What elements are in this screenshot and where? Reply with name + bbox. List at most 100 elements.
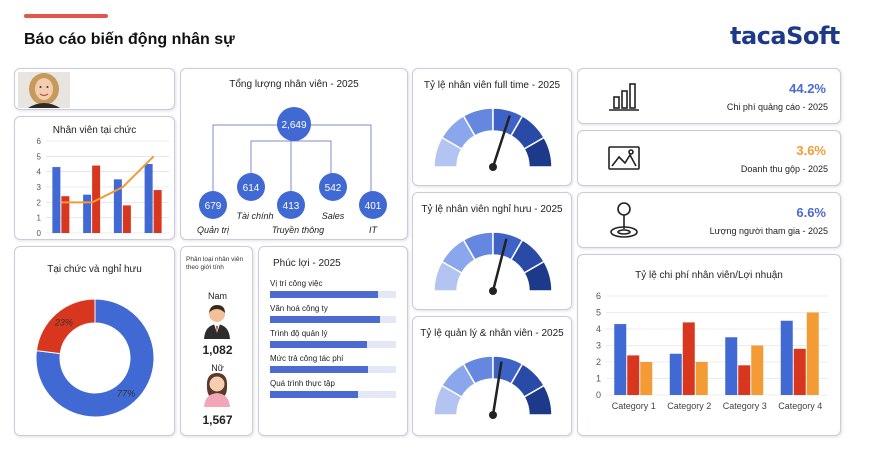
bar: [144, 164, 153, 233]
bar-chart-icon: [609, 83, 639, 111]
benefit-progress-fill: [270, 341, 368, 348]
tree-root-value: 2,649: [281, 120, 306, 131]
logo-text-right: Soft: [786, 22, 840, 50]
tree-node-value: 542: [325, 183, 342, 194]
tree-node-truyen-thong: [277, 191, 305, 219]
bar: [61, 196, 70, 233]
woman-avatar-icon[interactable]: [18, 72, 70, 108]
benefit-progress-track: [270, 391, 396, 398]
y-tick-label: 2: [37, 198, 42, 207]
bar: [113, 179, 122, 233]
donut-slice: [35, 298, 96, 355]
gauge-needle: [491, 238, 508, 293]
tree-node-label: IT: [369, 225, 379, 235]
benefit-progress-track: [270, 341, 396, 348]
accent-bar: [24, 14, 108, 18]
bar: [640, 362, 653, 395]
benefit-label: Quá trình thực tập: [270, 379, 335, 388]
tree-node-label: Sales: [322, 211, 345, 221]
gauge-card-management: Tỷ lệ quản lý & nhân viên - 2025: [412, 316, 572, 436]
y-tick-label: 6: [596, 291, 601, 301]
benefit-label: Văn hoá công ty: [270, 304, 328, 313]
female-avatar-icon: [204, 373, 230, 407]
donut-chart-title: Tại chức và nghỉ hưu: [47, 264, 142, 275]
donut-slice-label: 23%: [54, 318, 73, 328]
gauge-management: [433, 355, 553, 419]
gauge-hub: [489, 163, 497, 171]
x-tick-label: Category 2: [667, 401, 711, 411]
gauge-hub: [489, 411, 497, 419]
benefit-label: Mức trả công tác phí: [270, 354, 344, 363]
y-tick-label: 1: [596, 374, 601, 384]
tree-node-quan-tri: [199, 191, 227, 219]
y-tick-label: 5: [37, 152, 42, 161]
tree-node-label: Quản trị: [197, 225, 230, 235]
bar: [669, 353, 682, 395]
y-tick-label: 0: [37, 229, 42, 238]
bar: [682, 322, 695, 395]
gauge-segment: [523, 260, 553, 292]
tree-node-sales: [319, 173, 347, 201]
salary-tree-card: Tổng lượng nhân viên - 2025 2,649 679 61…: [180, 68, 408, 240]
gauge-hub: [489, 287, 497, 295]
bar: [806, 312, 819, 395]
y-tick-label: 1: [37, 214, 42, 223]
salary-tree-diagram: 2,649 679 614 413 542 401 Quản trị Tài c…: [197, 107, 387, 235]
donut-slice-label: 77%: [117, 388, 135, 398]
trend-line: [61, 155, 155, 204]
x-tick-label: Category 4: [778, 401, 822, 411]
bar: [738, 365, 751, 395]
gauge-segment: [523, 136, 553, 168]
bar: [793, 348, 806, 395]
x-tick-label: Category 3: [723, 401, 767, 411]
tree-node-value: 679: [205, 201, 222, 212]
kpi-card-participants[interactable]: 6.6% Lượng người tham gia - 2025: [577, 192, 841, 248]
benefit-label: Vị trí công việc: [270, 279, 323, 288]
kpi-value: 3.6%: [796, 143, 826, 158]
tree-root-node: [277, 107, 311, 141]
kpi-value: 6.6%: [796, 205, 826, 220]
y-tick-label: 4: [37, 168, 42, 177]
benefits-title: Phúc lợi - 2025: [273, 258, 341, 269]
company-logo[interactable]: tacaSoft: [730, 22, 840, 50]
benefit-progress-fill: [270, 366, 369, 373]
kpi-label: Chi phí quảng cáo - 2025: [726, 102, 828, 112]
donut-slice: [35, 298, 155, 418]
kpi-label: Doanh thu gộp - 2025: [740, 164, 828, 174]
ratio-chart-title: Tỷ lệ chi phí nhân viên/Lợi nhuận: [635, 270, 783, 281]
y-tick-label: 3: [37, 183, 42, 192]
benefit-progress-track: [270, 291, 396, 298]
bar: [725, 337, 738, 395]
gauge-title: Tỷ lệ quản lý & nhân viên - 2025: [420, 328, 564, 339]
tree-node-label: Truyền thông: [272, 225, 324, 235]
benefit-progress-track: [270, 366, 396, 373]
benefit-progress-fill: [270, 291, 379, 298]
kpi-card-ad-cost[interactable]: 44.2% Chi phí quảng cáo - 2025: [577, 68, 841, 124]
y-tick-label: 5: [596, 308, 601, 318]
gauge-needle: [491, 361, 503, 417]
gauge-retired: [433, 231, 553, 295]
logo-text-left: taca: [730, 22, 787, 50]
gauge-needle: [491, 115, 511, 169]
male-avatar-icon: [204, 305, 230, 339]
benefit-label: Trình độ quản lý: [270, 329, 328, 338]
kpi-value: 44.2%: [789, 81, 826, 96]
tree-node-label: Tài chính: [236, 211, 273, 221]
donut-chart-card: Tại chức và nghỉ hưu 77% 23%: [14, 246, 175, 436]
bar: [780, 320, 793, 395]
gender-card: Phân loại nhân viên theo giới tính Nam 1…: [180, 246, 253, 436]
bar: [122, 205, 131, 233]
kpi-label: Lượng người tham gia - 2025: [709, 226, 828, 236]
kpi-card-gross-revenue[interactable]: 3.6% Doanh thu gộp - 2025: [577, 130, 841, 186]
ratio-chart: 0 1 2 3 4 5 6 Category 1 Category 2 Category 3 Cat…: [596, 291, 828, 411]
benefit-progress-fill: [270, 316, 380, 323]
gauge-card-retired: Tỷ lệ nhân viên nghỉ hưu - 2025: [412, 192, 572, 310]
gauge-title: Tỷ lệ nhân viên full time - 2025: [423, 80, 561, 91]
female-count: 1,567: [202, 413, 233, 427]
employees-chart: 0 1 2 3 4 5 6: [37, 137, 169, 238]
tree-node-value: 401: [365, 201, 382, 212]
bar: [614, 324, 627, 395]
gender-title: Phân loại nhân viên theo giới tính: [186, 256, 244, 271]
gauge-full-time: [433, 107, 553, 171]
bar: [695, 362, 708, 395]
